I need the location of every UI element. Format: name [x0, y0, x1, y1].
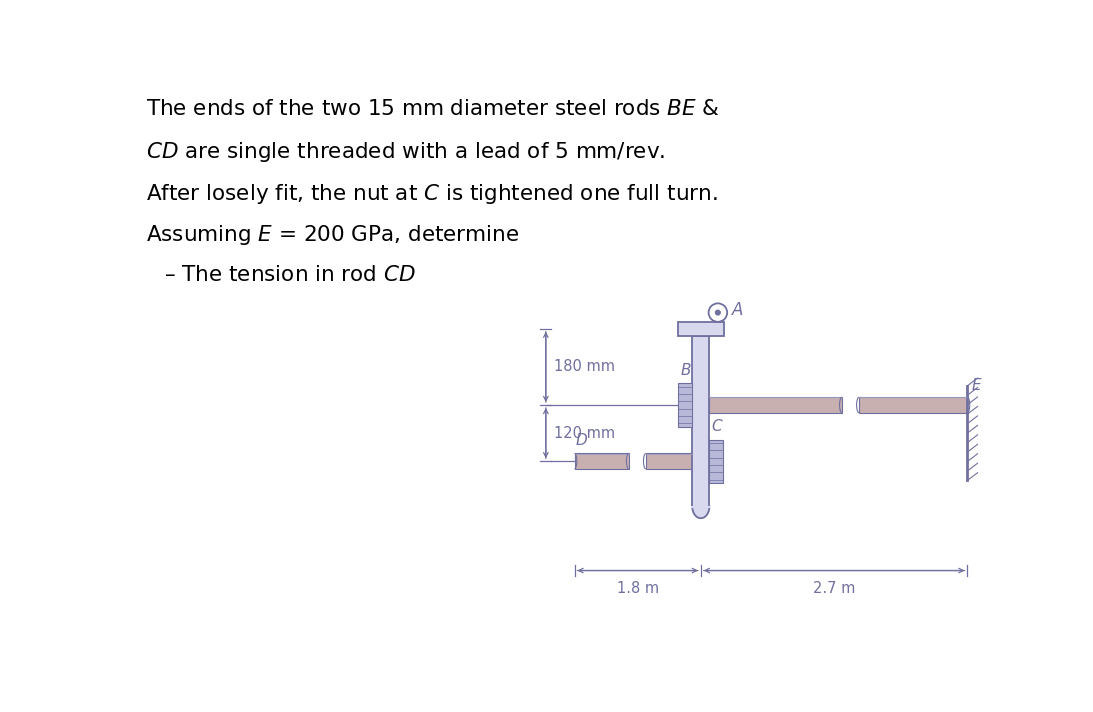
Text: 120 mm: 120 mm	[553, 426, 614, 441]
Bar	[692, 335, 709, 507]
Text: – The tension in rod $\it{CD}$: – The tension in rod $\it{CD}$	[164, 265, 415, 285]
Text: 180 mm: 180 mm	[553, 360, 614, 375]
Circle shape	[716, 310, 720, 315]
Bar	[709, 439, 724, 483]
Text: E: E	[972, 379, 980, 394]
Text: After losely fit, the nut at $\it{C}$ is tightened one full turn.: After losely fit, the nut at $\it{C}$ is…	[146, 182, 718, 206]
Text: C: C	[710, 419, 721, 434]
Text: 1.8 m: 1.8 m	[616, 580, 659, 595]
Circle shape	[708, 303, 727, 322]
Text: 2.7 m: 2.7 m	[813, 580, 856, 595]
Bar	[678, 322, 724, 335]
Bar	[575, 454, 628, 469]
Bar	[679, 384, 692, 426]
Bar	[646, 454, 692, 469]
Text: $\it{CD}$ are single threaded with a lead of 5 mm/rev.: $\it{CD}$ are single threaded with a lea…	[146, 140, 666, 164]
Text: Assuming $\it{E}$ = 200 GPa, determine: Assuming $\it{E}$ = 200 GPa, determine	[146, 224, 519, 247]
Bar	[709, 397, 842, 413]
Bar	[859, 397, 967, 413]
Polygon shape	[692, 507, 709, 518]
Text: D: D	[576, 433, 588, 448]
Text: A: A	[732, 300, 743, 318]
Text: The ends of the two 15 mm diameter steel rods $\it{BE}$ &: The ends of the two 15 mm diameter steel…	[146, 98, 720, 118]
Text: B: B	[681, 363, 691, 378]
